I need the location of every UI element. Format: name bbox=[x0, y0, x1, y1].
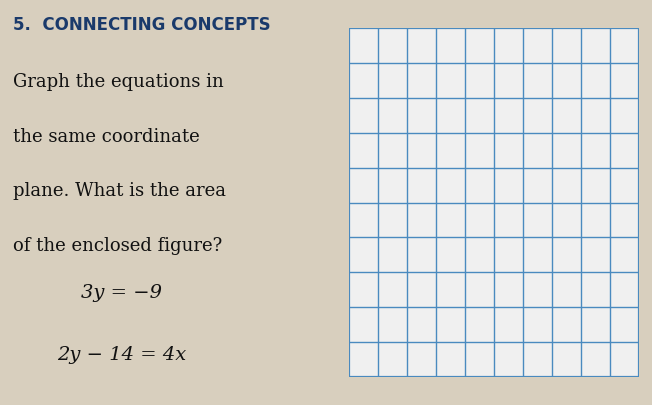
Text: plane. What is the area: plane. What is the area bbox=[13, 182, 226, 200]
Text: of the enclosed figure?: of the enclosed figure? bbox=[13, 237, 222, 255]
Text: 3y = −9: 3y = −9 bbox=[81, 284, 162, 301]
Text: 2y − 14 = 4x: 2y − 14 = 4x bbox=[57, 346, 186, 364]
Text: 5.  CONNECTING CONCEPTS: 5. CONNECTING CONCEPTS bbox=[13, 16, 271, 34]
Text: the same coordinate: the same coordinate bbox=[13, 128, 200, 145]
Text: Graph the equations in: Graph the equations in bbox=[13, 73, 224, 91]
